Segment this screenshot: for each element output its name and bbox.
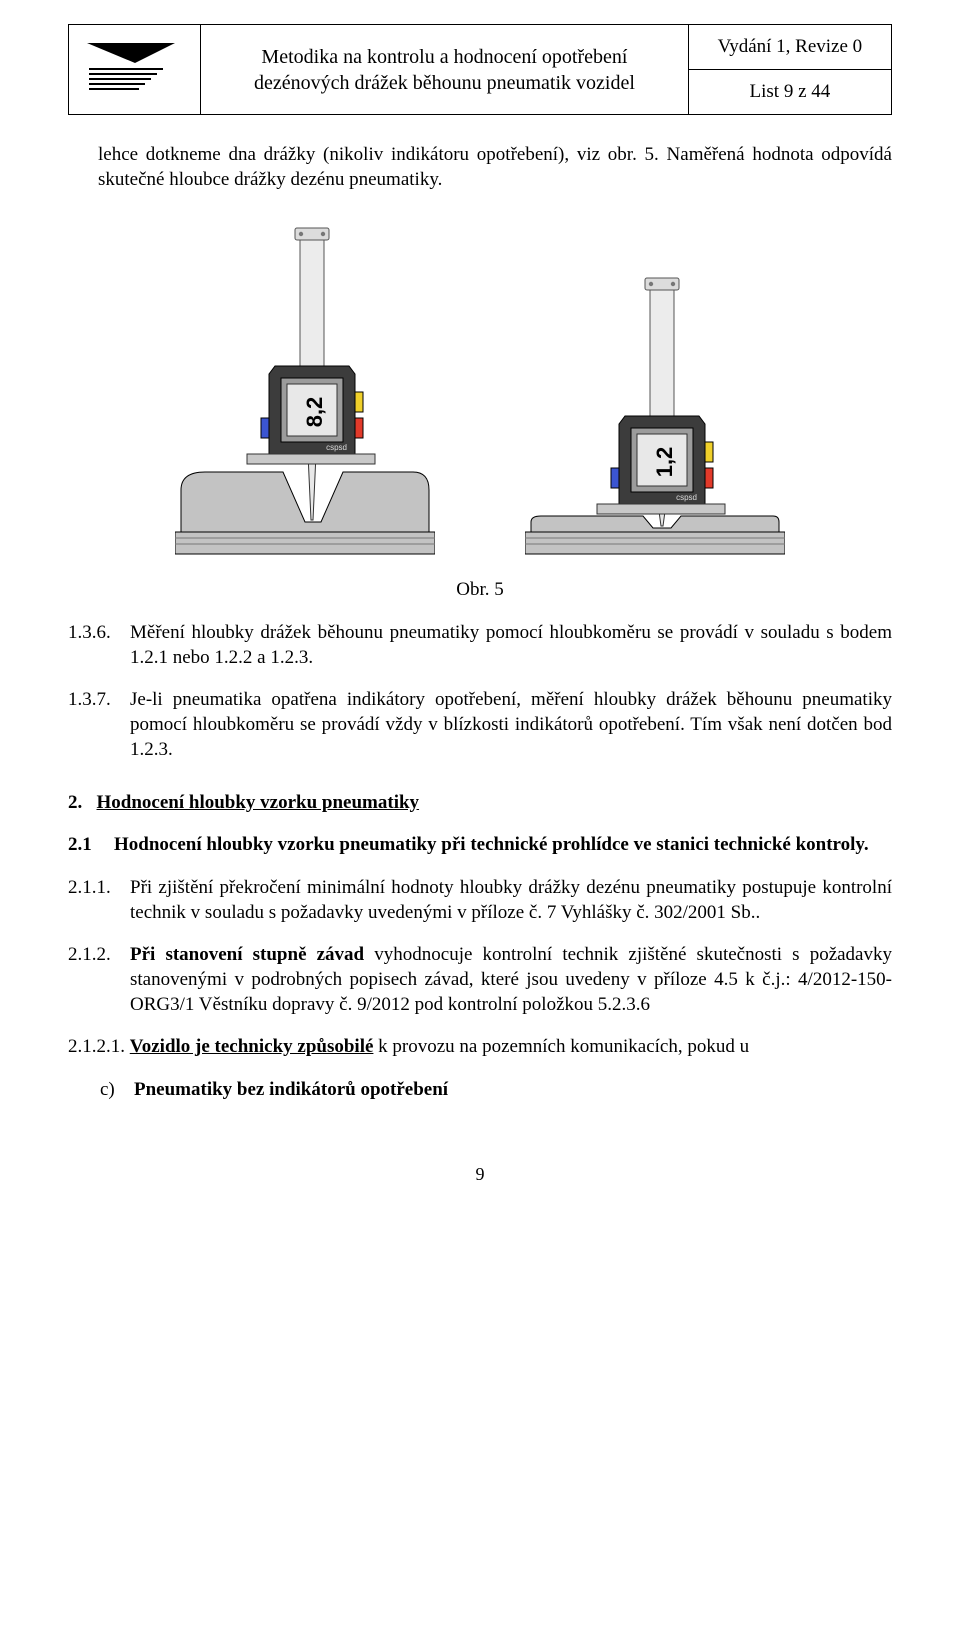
list-text-bold: Pneumatiky bez indikátorů opotřebení [134,1079,448,1100]
para-1-3-7: 1.3.7. Je-li pneumatika opatřena indikát… [68,688,892,762]
section-2-heading: 2. Hodnocení hloubky vzorku pneumatiky [68,791,892,816]
gauge-right-brand: cspsd [676,493,697,502]
section-2-1-title: Hodnocení hloubky vzorku pneumatiky při … [114,833,892,858]
gauge-right-value: 1,2 [652,447,677,478]
para-text: Je-li pneumatika opatřena indikátory opo… [130,688,892,762]
list-text: Pneumatiky bez indikátorů opotřebení [134,1078,448,1103]
gauge-left-value: 8,2 [302,397,327,428]
para-num: 1.3.7. [68,688,130,762]
doc-title-line2: dezénových drážek běhounu pneumatik vozi… [254,72,635,94]
sheet-cell: List 9 z 44 [688,70,891,115]
doc-title-line1: Metodika na kontrolu a hodnocení opotřeb… [261,46,627,68]
para-num: 2.1.1. [68,876,130,925]
para-2-1-1: 2.1.1. Při zjištění překročení minimální… [68,876,892,925]
depth-gauge-deep-icon: 8,2 cspsd [175,222,435,562]
section-2-num: 2. [68,792,82,813]
para-2-1-2-1: 2.1.2.1. Vozidlo je technicky způsobilé … [68,1035,892,1060]
para-text: Při zjištění překročení minimální hodnot… [130,876,892,925]
para-2-1-2: 2.1.2. Při stanovení stupně závad vyhodn… [68,943,892,1017]
page-number: 9 [68,1163,892,1186]
edition-cell: Vydání 1, Revize 0 [688,25,891,70]
depth-gauge-shallow-icon: 1,2 cspsd [525,222,785,562]
logo-cell [69,25,201,115]
para-text: Měření hloubky drážek běhounu pneumatiky… [130,621,892,670]
figure-5: 8,2 cspsd [68,222,892,603]
section-2-1-heading: 2.1 Hodnocení hloubky vzorku pneumatiky … [68,833,892,858]
para-num: 1.3.6. [68,621,130,670]
para-2-1-2-1-bold: Vozidlo je technicky způsobilé [130,1036,374,1057]
para-2-1-2-bold: Při stanovení stupně závad [130,944,364,965]
para-num: 2.1.2. [68,943,130,1017]
section-2-1-num: 2.1 [68,833,114,858]
section-2-title: Hodnocení hloubky vzorku pneumatiky [97,792,420,813]
list-item-c: c) Pneumatiky bez indikátorů opotřebení [100,1078,892,1103]
para-text: Při stanovení stupně závad vyhodnocuje k… [130,943,892,1017]
doc-header: Metodika na kontrolu a hodnocení opotřeb… [68,24,892,115]
para-num: 2.1.2.1. [68,1036,125,1057]
figure-caption: Obr. 5 [68,578,892,603]
para-2-1-2-1-rest: k provozu na pozemních komunikacích, pok… [373,1036,749,1057]
list-mark: c) [100,1078,134,1103]
para-1-3-6: 1.3.6. Měření hloubky drážek běhounu pne… [68,621,892,670]
gauge-left-brand: cspsd [326,443,347,452]
edition-text: Vydání 1, Revize 0 [718,36,863,57]
sheet-text: List 9 z 44 [750,81,831,102]
intro-paragraph: lehce dotkneme dna drážky (nikoliv indik… [98,143,892,192]
doc-title: Metodika na kontrolu a hodnocení opotřeb… [201,25,689,115]
cspsd-logo-icon [85,41,185,99]
intro-text: lehce dotkneme dna drážky (nikoliv indik… [98,144,892,190]
